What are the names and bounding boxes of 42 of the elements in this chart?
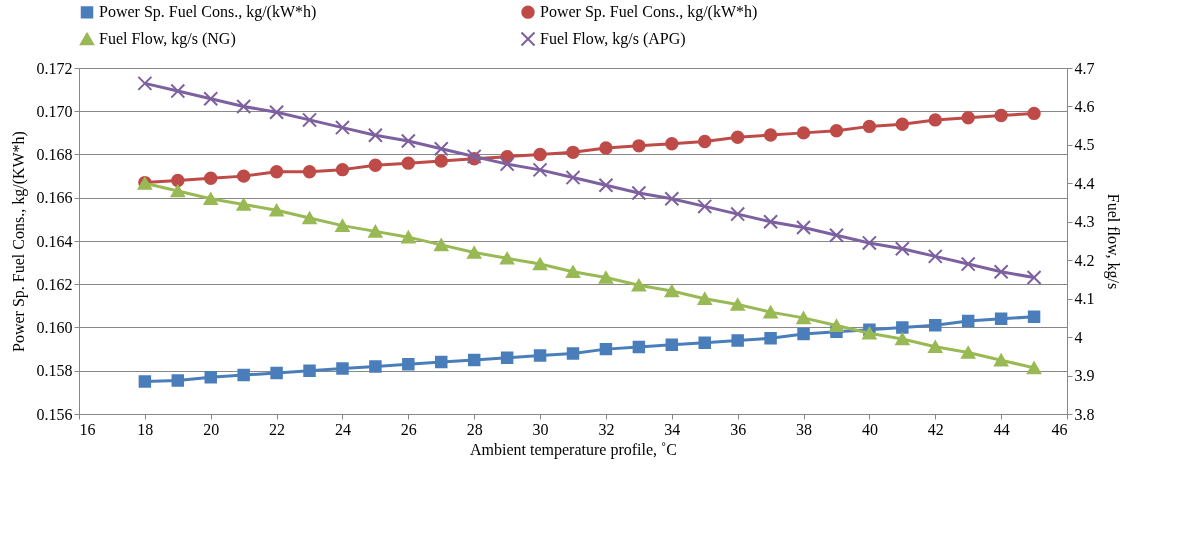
- x-tick-label: 40: [861, 420, 878, 438]
- x-tick-label: 38: [796, 420, 813, 438]
- y2-tick-label: 4.6: [1074, 97, 1095, 115]
- x-tick-label: 18: [137, 420, 154, 438]
- y-tick-label: 0.158: [36, 362, 73, 380]
- x-tick-label: 28: [466, 420, 483, 438]
- x-tick-label: 32: [598, 420, 615, 438]
- legend-label: Fuel Flow, kg/s (APG): [540, 30, 686, 48]
- y2-tick-label: 4.1: [1074, 290, 1095, 308]
- x-tick-label: 22: [269, 420, 286, 438]
- y-tick-label: 0.166: [36, 189, 73, 207]
- x-tick-label: 42: [927, 420, 944, 438]
- y-tick-label: 0.164: [36, 232, 73, 250]
- y-tick-label: 0.168: [36, 146, 73, 163]
- legend-label: Power Sp. Fuel Cons., kg/(kW*h): [540, 3, 758, 22]
- y2-tick-label: 4.5: [1074, 136, 1095, 154]
- legend-label: Power Sp. Fuel Cons., kg/(kW*h): [99, 3, 317, 22]
- y2-tick-label: 3.9: [1074, 367, 1095, 385]
- x-tick-label: 36: [730, 420, 747, 438]
- y2-tick-label: 4.7: [1074, 59, 1095, 77]
- y2-axis-title: Fuel flow, kg/s: [1103, 193, 1122, 290]
- y-tick-label: 0.170: [36, 102, 73, 120]
- x-tick-label: 20: [203, 420, 220, 438]
- x-tick-label: 34: [664, 420, 681, 438]
- x-tick-label: 24: [334, 420, 351, 438]
- x-axis-title: Ambient temperature profile, ˚C: [469, 440, 678, 459]
- x-tick-label: 44: [993, 420, 1010, 438]
- y2-tick-label: 3.8: [1074, 405, 1095, 423]
- x-tick-label: 26: [400, 420, 417, 438]
- y-tick-label: 0.162: [36, 275, 73, 293]
- y-tick-label: 0.156: [36, 405, 73, 423]
- y2-tick-label: 4.3: [1074, 213, 1095, 231]
- y-axis-title: Power Sp. Fuel Cons., kg/(KW*h): [9, 131, 28, 352]
- y-tick-label: 0.160: [36, 319, 73, 336]
- y-tick-label: 0.172: [36, 59, 73, 77]
- y2-tick-label: 4.4: [1074, 174, 1095, 192]
- x-tick-label: 30: [532, 420, 549, 438]
- x-tick-label: 46: [1051, 420, 1068, 438]
- legend-label: Fuel Flow, kg/s (NG): [99, 30, 236, 48]
- x-tick-label: 16: [79, 420, 96, 438]
- y2-tick-label: 4.2: [1074, 251, 1095, 269]
- y2-tick-label: 4: [1074, 328, 1083, 346]
